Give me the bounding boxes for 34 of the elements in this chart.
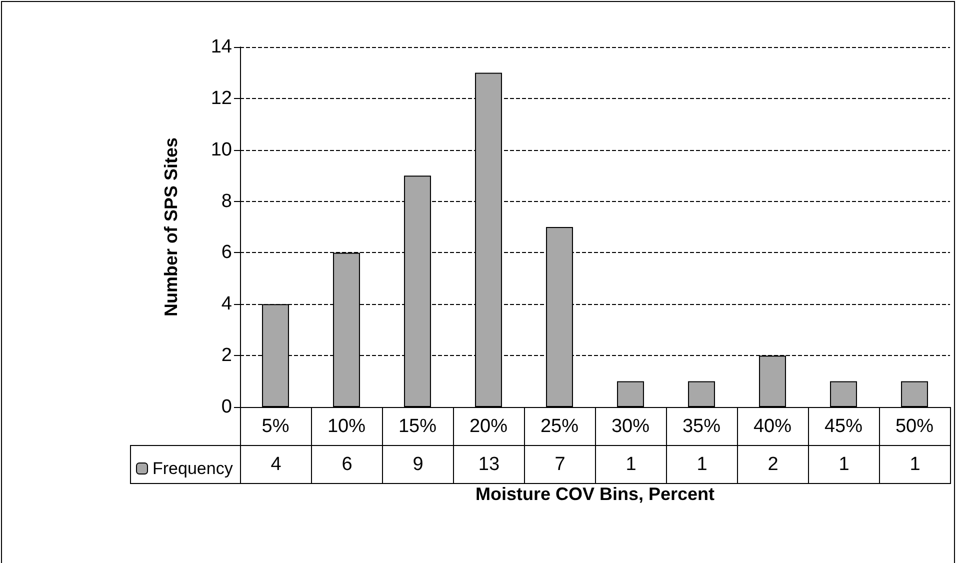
x-tick-label: 5% [262,416,290,437]
data-label: 1 [808,445,880,484]
bar [830,381,857,407]
data-label: 1 [595,445,667,484]
data-label: 1 [666,445,738,484]
bar [617,381,644,407]
y-tick-label: 14 [210,36,232,58]
x-tick-label: 50% [895,416,934,437]
data-label: 2 [737,445,809,484]
y-tick-label: 4 [221,294,232,315]
y-tick-label: 12 [210,88,232,109]
data-label: 7 [524,445,596,484]
data-label: 13 [453,445,525,484]
y-axis-title: Number of SPS Sites [161,137,181,317]
data-label: 9 [382,445,454,484]
y-tick-label: 2 [221,345,232,366]
x-tick-label: 40% [753,416,792,437]
legend-label: Frequency [152,459,234,478]
x-tick-label: 30% [611,416,650,437]
y-tick-label: 10 [210,139,232,160]
x-tick-label: 10% [327,416,366,437]
data-label: 6 [311,445,383,484]
bar [688,381,715,407]
y-tick-label: 8 [221,190,232,212]
x-tick-label: 15% [398,416,437,437]
x-tick-label: 20% [469,416,508,437]
x-tick-label: 25% [540,416,579,437]
y-tick-label: 6 [221,242,232,264]
bar [901,381,928,407]
y-tick-label: 0 [221,396,232,418]
x-tick-label: 45% [824,416,863,437]
x-axis-title: Moisture COV Bins, Percent [474,484,716,505]
data-label: 1 [879,445,951,484]
x-tick-label: 35% [682,416,721,437]
